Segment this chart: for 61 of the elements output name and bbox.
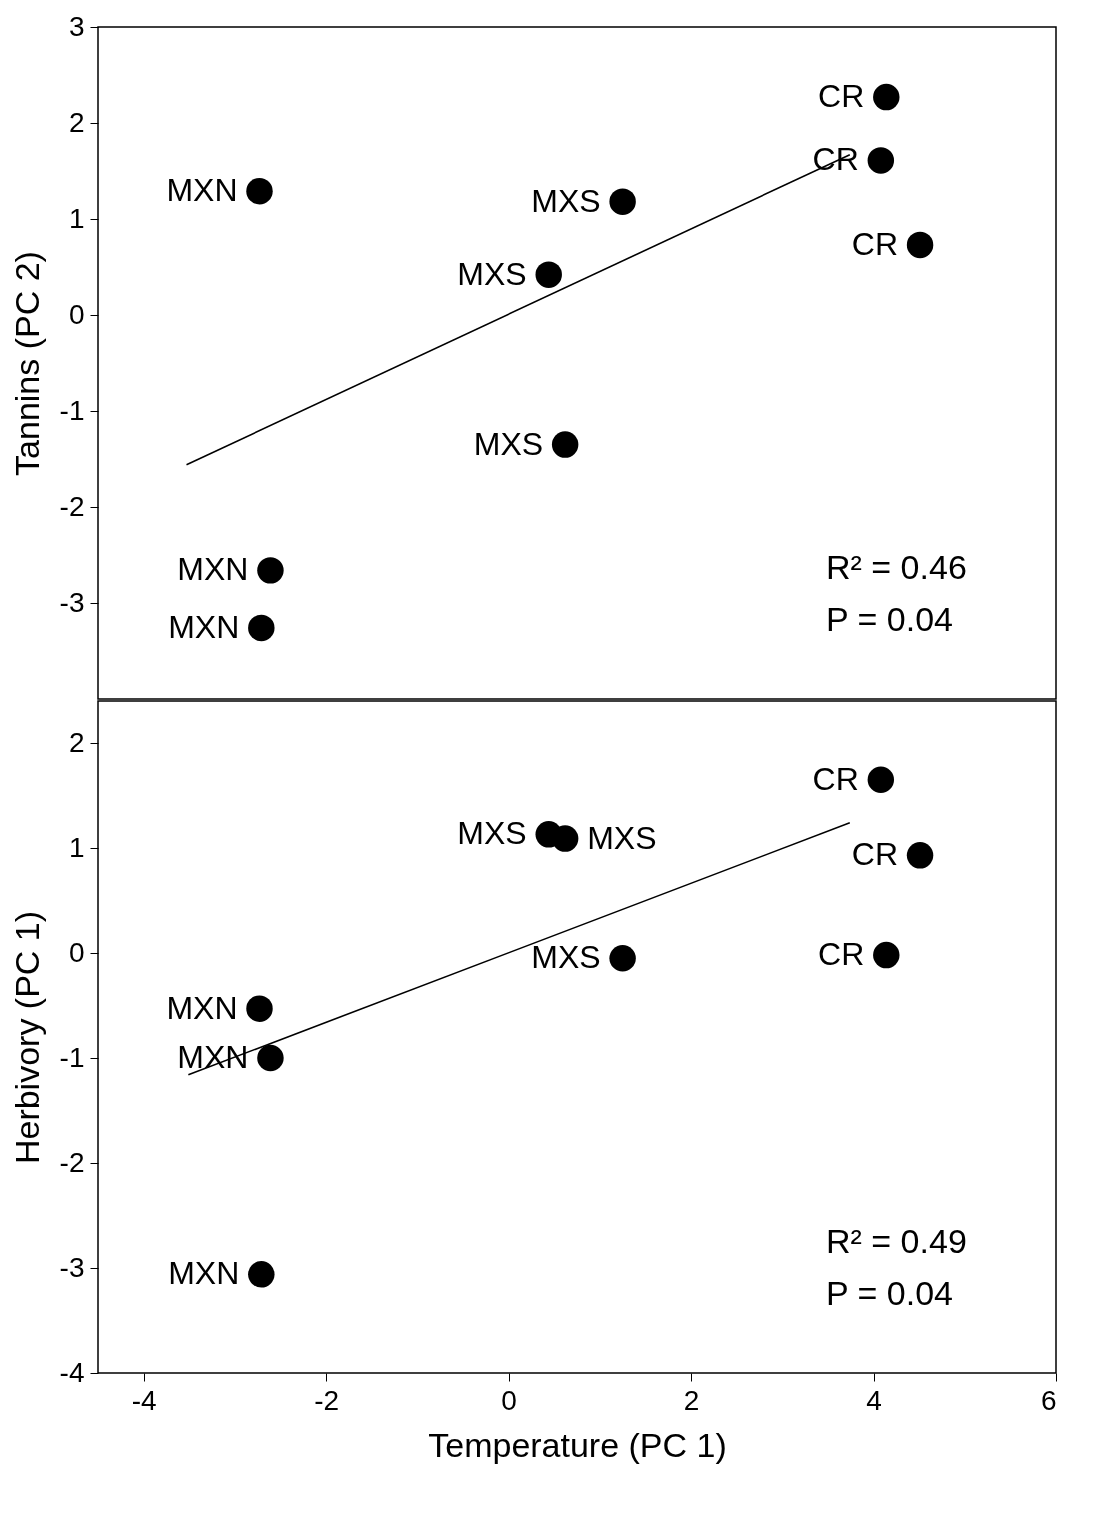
x-tick-label: -2: [314, 1384, 340, 1416]
point: [873, 83, 900, 111]
annotation: CR: [851, 225, 899, 262]
x-axis-title: Temperature (PC 1): [428, 1425, 727, 1464]
annotation: MXN: [166, 989, 238, 1026]
point: [867, 766, 895, 793]
annotation: R² = 0.49: [826, 1222, 967, 1260]
annotation: R² = 0.46: [826, 548, 967, 586]
annotation: CR: [818, 936, 865, 973]
point: [535, 261, 562, 288]
y-tick-label: -2: [59, 1146, 85, 1178]
y-tick-label: -1: [59, 394, 85, 426]
annotation: MXS: [587, 819, 657, 856]
annotation: MXS: [531, 939, 601, 976]
x-tick-label: 2: [683, 1384, 700, 1416]
annotation: CR: [851, 836, 899, 873]
y-tick-label: -4: [59, 1356, 85, 1388]
point: [551, 825, 579, 852]
x-tick-label: 4: [866, 1384, 882, 1416]
y-tick-label: 3: [68, 10, 85, 42]
point: [906, 842, 934, 869]
y-tick-label: -3: [59, 586, 85, 618]
point: [257, 1044, 284, 1072]
y-axis-title: Tannins (PC 2): [7, 251, 46, 476]
point: [248, 1261, 275, 1288]
y-tick-label: 1: [68, 202, 85, 234]
annotation: CR: [818, 78, 865, 115]
y-tick-label: -1: [59, 1041, 85, 1073]
annotation: MXS: [531, 182, 601, 219]
point: [246, 177, 273, 205]
point: [246, 995, 273, 1022]
point: [873, 941, 900, 969]
annotation: MXN: [177, 1039, 249, 1075]
y-axis-title: Herbivory (PC 1): [7, 910, 46, 1165]
y-tick-label: -2: [59, 490, 85, 522]
point: [867, 147, 895, 174]
x-tick-label: 0: [501, 1384, 517, 1416]
point: [248, 614, 275, 642]
point: [609, 945, 636, 972]
annotation: MXN: [168, 608, 240, 645]
y-tick-label: 1: [68, 831, 85, 863]
y-tick-label: -3: [59, 1251, 85, 1283]
point: [906, 231, 934, 259]
annotation: P = 0.04: [826, 600, 953, 638]
x-tick-label: -4: [131, 1384, 157, 1416]
annotation: MXS: [473, 425, 544, 462]
annotation: MXS: [457, 815, 527, 852]
annotation: MXS: [457, 255, 527, 292]
y-tick-label: 0: [68, 298, 85, 330]
annotation: MXN: [168, 1255, 240, 1292]
annotation: MXN: [177, 551, 249, 588]
y-tick-label: 2: [68, 106, 85, 138]
annotation: P = 0.04: [826, 1274, 953, 1312]
point: [609, 188, 636, 215]
x-tick-label: 6: [1040, 1384, 1057, 1416]
point: [551, 431, 579, 458]
y-tick-label: 2: [68, 726, 85, 758]
y-tick-label: 0: [68, 936, 85, 968]
annotation: CR: [812, 760, 859, 797]
annotation: MXN: [166, 172, 238, 209]
point: [257, 557, 284, 584]
